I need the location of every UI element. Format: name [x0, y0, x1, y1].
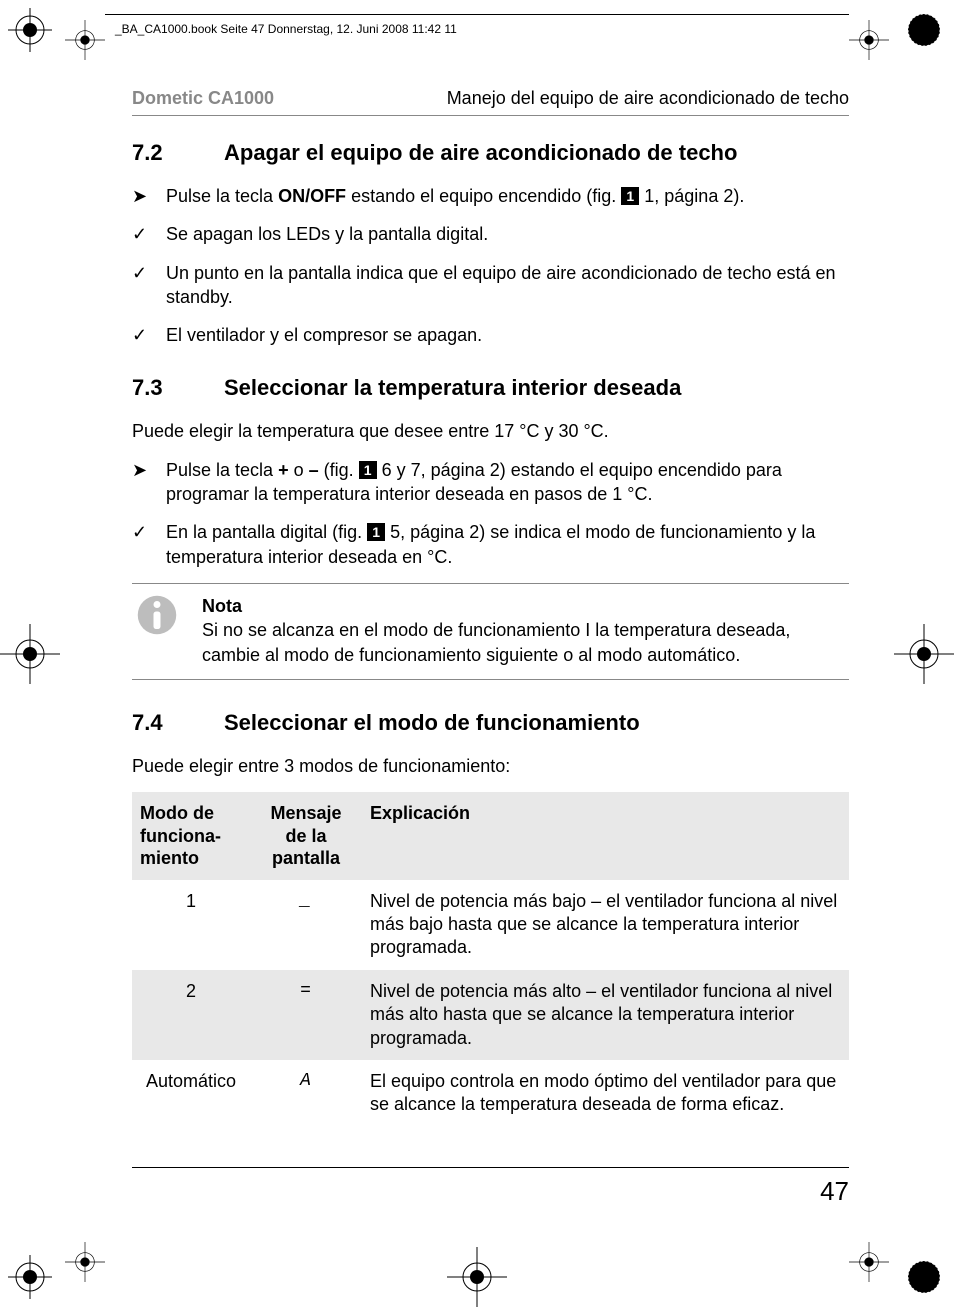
crop-mark-icon — [894, 0, 954, 60]
crop-mark-icon — [894, 1247, 954, 1307]
running-head: Dometic CA1000 Manejo del equipo de aire… — [132, 88, 849, 116]
section-number: 7.4 — [132, 710, 224, 736]
check-bullet-icon: ✓ — [132, 323, 166, 347]
result-text: Un punto en la pantalla indica que el eq… — [166, 261, 849, 310]
table-row: 2 = Nivel de potencia más alto – el vent… — [132, 970, 849, 1060]
figure-ref-box: 1 — [367, 523, 385, 541]
segment-display-icon: = — [300, 981, 312, 1001]
crop-mark-icon — [894, 624, 954, 684]
instruction-text: Pulse la tecla + o – (fig. 1 6 y 7, pági… — [166, 458, 849, 507]
table-header: Mensaje de la pantalla — [252, 792, 362, 880]
figure-ref-box: 1 — [359, 461, 377, 479]
result-text: Se apagan los LEDs y la pantalla digital… — [166, 222, 849, 246]
model-label: Dometic CA1000 — [132, 88, 274, 109]
info-icon — [132, 594, 202, 667]
print-header-text: _BA_CA1000.book Seite 47 Donnerstag, 12.… — [115, 22, 457, 36]
table-row: 1 _ Nivel de potencia más bajo – el vent… — [132, 880, 849, 970]
figure-ref-box: 1 — [621, 187, 639, 205]
instruction-item: ➤ Pulse la tecla ON/OFF estando el equip… — [132, 184, 849, 208]
print-header-rule — [105, 14, 849, 15]
result-text: En la pantalla digital (fig. 1 5, página… — [166, 520, 849, 569]
table-header-row: Modo de funciona­miento Mensaje de la pa… — [132, 792, 849, 880]
crop-mark-icon — [447, 1247, 507, 1307]
note-title: Nota — [202, 594, 849, 618]
section-title: Seleccionar la temperatura interior dese… — [224, 375, 681, 401]
instruction-text: Pulse la tecla ON/OFF estando el equipo … — [166, 184, 849, 208]
section-7-3-list: ➤ Pulse la tecla + o – (fig. 1 6 y 7, pá… — [132, 458, 849, 569]
note-body: Nota Si no se alcanza en el modo de func… — [202, 594, 849, 667]
check-bullet-icon: ✓ — [132, 261, 166, 310]
crop-mark-icon — [0, 1247, 60, 1307]
table-header: Modo de funciona­miento — [132, 792, 252, 880]
section-7-2-heading: 7.2 Apagar el equipo de aire acondiciona… — [132, 140, 849, 166]
note-block: Nota Si no se alcanza en el modo de func… — [132, 583, 849, 680]
crop-mark-icon — [849, 1242, 889, 1287]
display-msg-cell: A — [252, 1060, 362, 1127]
page-number: 47 — [820, 1176, 849, 1206]
crop-mark-icon — [849, 20, 889, 65]
mode-cell: 1 — [132, 880, 252, 970]
section-7-4-intro: Puede elegir entre 3 modos de funcionami… — [132, 754, 849, 778]
page-footer: 47 — [132, 1167, 849, 1207]
crop-mark-icon — [65, 20, 105, 65]
table-header: Explicación — [362, 792, 849, 880]
result-item: ✓ El ventilador y el compresor se apagan… — [132, 323, 849, 347]
result-item: ✓ Un punto en la pantalla indica que el … — [132, 261, 849, 310]
section-title: Seleccionar el modo de funcionamiento — [224, 710, 640, 736]
crop-mark-icon — [0, 624, 60, 684]
section-number: 7.3 — [132, 375, 224, 401]
crop-mark-icon — [0, 0, 60, 60]
crop-mark-icon — [65, 1242, 105, 1287]
mode-cell: Automático — [132, 1060, 252, 1127]
result-item: ✓ En la pantalla digital (fig. 1 5, pági… — [132, 520, 849, 569]
desc-cell: El equipo controla en modo óptimo del ve… — [362, 1060, 849, 1127]
section-7-3-intro: Puede elegir la temperatura que desee en… — [132, 419, 849, 443]
result-text: El ventilador y el compresor se apagan. — [166, 323, 849, 347]
display-msg-cell: = — [252, 970, 362, 1060]
section-7-2-list: ➤ Pulse la tecla ON/OFF estando el equip… — [132, 184, 849, 347]
chapter-title: Manejo del equipo de aire acondicionado … — [447, 88, 849, 109]
modes-table: Modo de funciona­miento Mensaje de la pa… — [132, 792, 849, 1127]
check-bullet-icon: ✓ — [132, 222, 166, 246]
arrow-bullet-icon: ➤ — [132, 184, 166, 208]
mode-cell: 2 — [132, 970, 252, 1060]
check-bullet-icon: ✓ — [132, 520, 166, 569]
desc-cell: Nivel de potencia más alto – el ventilad… — [362, 970, 849, 1060]
table-row: Automático A El equipo controla en modo … — [132, 1060, 849, 1127]
segment-display-icon: A — [300, 1071, 312, 1091]
section-number: 7.2 — [132, 140, 224, 166]
segment-display-icon: _ — [300, 891, 312, 911]
arrow-bullet-icon: ➤ — [132, 458, 166, 507]
section-7-4-heading: 7.4 Seleccionar el modo de funcionamient… — [132, 710, 849, 736]
display-msg-cell: _ — [252, 880, 362, 970]
section-title: Apagar el equipo de aire acondicionado d… — [224, 140, 737, 166]
note-text: Si no se alcanza en el modo de funcionam… — [202, 618, 849, 667]
section-7-3-heading: 7.3 Seleccionar la temperatura interior … — [132, 375, 849, 401]
result-item: ✓ Se apagan los LEDs y la pantalla digit… — [132, 222, 849, 246]
instruction-item: ➤ Pulse la tecla + o – (fig. 1 6 y 7, pá… — [132, 458, 849, 507]
desc-cell: Nivel de potencia más bajo – el ventilad… — [362, 880, 849, 970]
